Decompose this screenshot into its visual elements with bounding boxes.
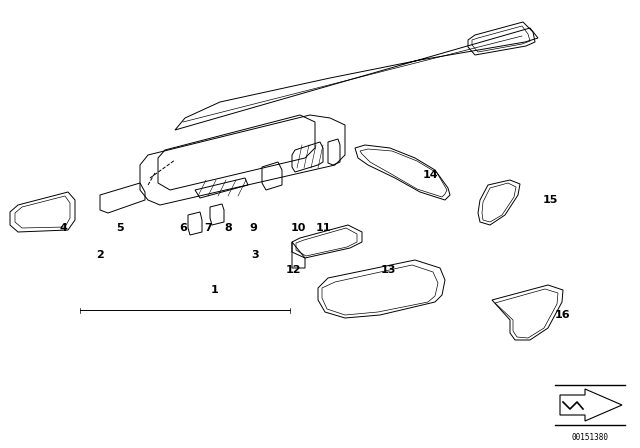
Text: 8: 8 (224, 223, 232, 233)
Text: 3: 3 (251, 250, 259, 260)
Text: 7: 7 (204, 223, 212, 233)
Polygon shape (560, 389, 622, 421)
Text: 00151380: 00151380 (572, 433, 609, 442)
Text: 9: 9 (249, 223, 257, 233)
Text: 12: 12 (285, 265, 301, 275)
Text: 2: 2 (96, 250, 104, 260)
Text: 10: 10 (291, 223, 306, 233)
Text: 16: 16 (554, 310, 570, 320)
Text: 4: 4 (59, 223, 67, 233)
Text: 15: 15 (542, 195, 557, 205)
Text: 5: 5 (116, 223, 124, 233)
Text: 14: 14 (422, 170, 438, 180)
Text: 13: 13 (380, 265, 396, 275)
Text: 6: 6 (179, 223, 187, 233)
Text: 1: 1 (211, 285, 219, 295)
Text: 11: 11 (316, 223, 331, 233)
